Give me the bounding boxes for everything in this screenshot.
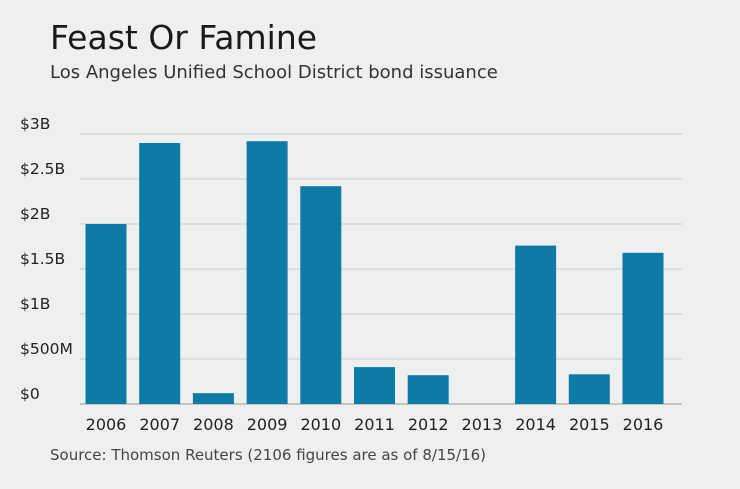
x-tick-label-2015: 2015: [569, 415, 610, 434]
bar-2016: [622, 252, 664, 404]
x-tick-label-2016: 2016: [623, 415, 664, 434]
bar-2008: [192, 393, 234, 404]
bar-2010: [300, 186, 342, 404]
chart-title: Feast Or Famine: [50, 18, 318, 57]
bar-2014: [515, 245, 557, 404]
x-axis-labels: 2006 2007 2008 2009 2010 2011 2012 2013 2014 2015…: [86, 415, 664, 434]
y-tick-label: $500M: [20, 340, 73, 358]
x-tick-label-2012: 2012: [408, 415, 449, 434]
y-tick-label: $2B: [20, 205, 50, 223]
x-tick-label-2014: 2014: [515, 415, 556, 434]
y-tick-label: $1.5B: [20, 250, 65, 268]
bar-2009: [246, 141, 288, 404]
x-tick-label-2006: 2006: [86, 415, 127, 434]
y-tick-label: $2.5B: [20, 160, 65, 178]
bar-2011: [354, 367, 395, 404]
bars: [85, 141, 664, 404]
bar-2007: [139, 143, 181, 404]
chart-source: Source: Thomson Reuters (2106 figures ar…: [50, 446, 487, 464]
y-tick-label: $3B: [20, 115, 50, 133]
y-tick-label: $0: [20, 385, 40, 403]
bar-2015: [568, 374, 610, 404]
x-tick-label-2009: 2009: [247, 415, 288, 434]
x-tick-label-2007: 2007: [139, 415, 180, 434]
chart-subtitle: Los Angeles Unified School District bond…: [50, 62, 498, 83]
x-tick-label-2008: 2008: [193, 415, 234, 434]
x-tick-label-2010: 2010: [300, 415, 341, 434]
bar-2006: [85, 224, 127, 404]
y-axis-ticks: $0 $500M $1B $1.5B $2B $2.5B $3B: [20, 115, 73, 403]
x-tick-label-2013: 2013: [462, 415, 503, 434]
y-tick-label: $1B: [20, 295, 50, 313]
bar-2012: [407, 375, 449, 404]
x-tick-label-2011: 2011: [354, 415, 395, 434]
